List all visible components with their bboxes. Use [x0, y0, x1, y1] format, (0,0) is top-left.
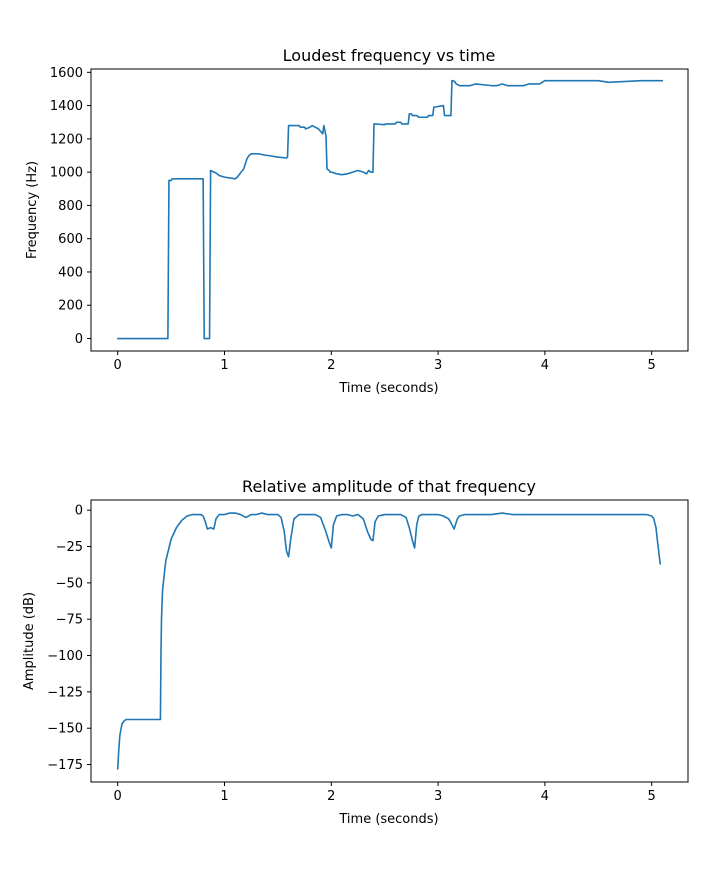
- y-tick-label: 1000: [50, 166, 83, 181]
- amplitude-chart: Relative amplitude of that frequency 0 1 2…: [22, 477, 689, 827]
- x-tick-label: 0: [114, 789, 122, 804]
- x-tick-label: 0: [114, 358, 122, 373]
- x-tick-label: 2: [327, 789, 335, 804]
- y-tick-label: −175: [47, 758, 83, 773]
- y-tick-label: 1400: [50, 99, 83, 114]
- axes-frame: [90, 499, 689, 783]
- y-tick-label: −75: [56, 613, 83, 628]
- y-tick-label: 600: [58, 232, 83, 247]
- y-tick-label: −125: [47, 685, 83, 700]
- x-tick-label: 3: [434, 789, 442, 804]
- y-tick-label: 1200: [50, 132, 83, 147]
- x-tick-label: 5: [648, 358, 656, 373]
- y-tick-label: −50: [56, 576, 83, 591]
- y-axis-ticks: 0 −25 −50 −75 −100 −125 −150 −175: [47, 504, 91, 773]
- y-tick-label: 400: [58, 265, 83, 280]
- y-tick-label: −150: [47, 722, 83, 737]
- x-tick-label: 4: [541, 358, 549, 373]
- x-tick-label: 1: [220, 789, 228, 804]
- y-tick-label: 800: [58, 199, 83, 214]
- x-axis-label: Time (seconds): [338, 381, 438, 396]
- y-tick-label: 200: [58, 299, 83, 314]
- x-tick-label: 4: [541, 789, 549, 804]
- y-tick-label: 0: [75, 504, 83, 519]
- y-tick-label: −100: [47, 649, 83, 664]
- y-tick-label: −25: [56, 540, 83, 555]
- x-axis-label: Time (seconds): [338, 812, 438, 827]
- chart-title: Loudest frequency vs time: [283, 46, 496, 65]
- y-tick-label: 1600: [50, 66, 83, 81]
- y-tick-label: 0: [75, 332, 83, 347]
- x-tick-label: 2: [327, 358, 335, 373]
- series-line-frequency: [116, 79, 664, 340]
- y-axis-ticks: 0 200 400 600 800 1000 1200 1400 1600: [50, 66, 91, 347]
- frequency-chart: Loudest frequency vs time 0 1 2 3 4 5 0 200 400…: [25, 46, 689, 396]
- x-axis-ticks: 0 1 2 3 4 5: [114, 782, 656, 804]
- series-line-amplitude: [116, 512, 662, 770]
- x-tick-label: 5: [648, 789, 656, 804]
- x-axis-ticks: 0 1 2 3 4 5: [114, 351, 656, 373]
- axes-frame: [90, 68, 689, 352]
- plot-area: [116, 79, 664, 340]
- x-tick-label: 1: [220, 358, 228, 373]
- plot-area: [116, 512, 662, 770]
- y-axis-label: Amplitude (dB): [22, 592, 37, 690]
- chart-title: Relative amplitude of that frequency: [242, 477, 536, 496]
- x-tick-label: 3: [434, 358, 442, 373]
- y-axis-label: Frequency (Hz): [25, 161, 40, 259]
